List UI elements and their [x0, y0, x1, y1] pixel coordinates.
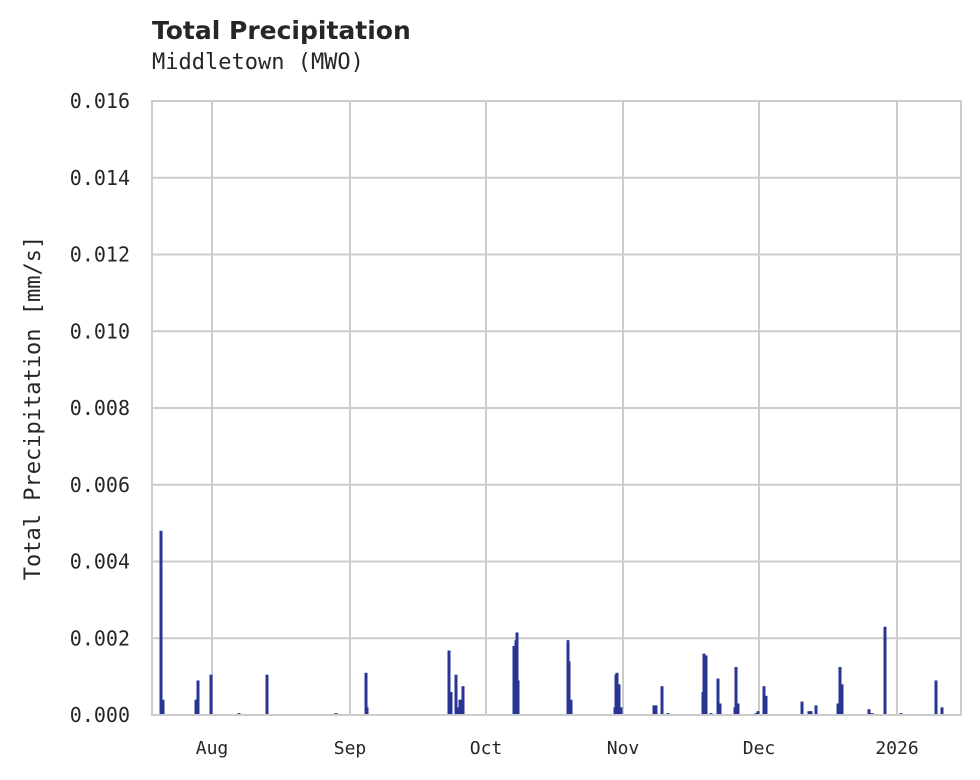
y-tick-label: 0.016	[70, 89, 130, 113]
precip-bar	[940, 707, 944, 715]
precip-bar	[838, 667, 842, 715]
precip-bar	[718, 703, 722, 715]
precip-bar	[458, 699, 462, 715]
precip-bar	[365, 707, 369, 715]
precip-bar	[756, 711, 760, 715]
precip-bar	[734, 667, 738, 715]
precip-bar	[617, 684, 621, 715]
precip-bar	[194, 699, 198, 715]
precip-bar	[934, 680, 938, 715]
y-tick-label: 0.010	[70, 319, 130, 343]
precip-bar	[704, 655, 708, 715]
y-tick-label: 0.002	[70, 626, 130, 650]
chart-subtitle: Middletown (MWO)	[152, 50, 364, 75]
precip-bar	[764, 695, 768, 715]
x-tick-label: Dec	[743, 738, 776, 759]
precip-bar	[652, 705, 656, 715]
y-tick-label: 0.008	[70, 396, 130, 420]
precip-bar	[567, 661, 571, 715]
x-tick-label: Oct	[470, 738, 503, 759]
y-tick-label: 0.004	[70, 550, 130, 574]
precip-bar	[265, 674, 269, 715]
x-tick-label: Aug	[196, 738, 229, 759]
y-tick-label: 0.000	[70, 703, 130, 727]
precip-bar	[449, 691, 453, 715]
precip-bar	[447, 650, 451, 715]
precip-bar	[660, 686, 664, 715]
precip-bar	[654, 705, 658, 715]
precip-bar	[840, 684, 844, 715]
precip-bar	[716, 678, 720, 715]
precip-bar	[209, 674, 213, 715]
precip-bar	[809, 711, 813, 715]
y-tick-label: 0.014	[70, 166, 130, 190]
x-tick-label: 2026	[875, 738, 918, 759]
chart-title: Total Precipitation	[152, 16, 411, 45]
precip-bar	[161, 699, 165, 715]
plot-frame	[151, 100, 962, 716]
precip-bar	[836, 703, 840, 715]
precip-bar	[702, 653, 706, 715]
precipitation-bars	[159, 530, 944, 715]
x-tick-label: Sep	[334, 738, 367, 759]
precip-bar	[619, 707, 623, 715]
precip-bar	[800, 701, 804, 715]
precip-bar	[159, 530, 163, 715]
precip-bar	[615, 672, 619, 715]
precip-bar	[807, 711, 811, 715]
precip-bar	[762, 686, 766, 715]
precip-bar	[456, 707, 460, 715]
precip-bar	[364, 672, 368, 715]
grid-lines	[152, 100, 961, 716]
precip-bar	[454, 674, 458, 715]
y-axis-ticks: 0.000 0.002 0.004 0.006 0.008 0.010 0.012 0.014…	[70, 89, 130, 727]
precip-bar	[515, 632, 519, 715]
precip-bar	[461, 686, 465, 715]
precip-bar	[196, 680, 200, 715]
y-axis-label: Total Precipitation [mm/s]	[21, 236, 46, 580]
precip-bar	[512, 645, 516, 715]
precip-bar	[516, 680, 520, 715]
y-tick-label: 0.006	[70, 473, 130, 497]
precip-bar	[736, 703, 740, 715]
precip-bar	[867, 709, 871, 715]
precip-bar	[883, 626, 887, 715]
precip-bar	[814, 705, 818, 715]
y-tick-label: 0.012	[70, 243, 130, 267]
precip-bar	[569, 699, 573, 715]
x-tick-label: Nov	[607, 738, 640, 759]
x-axis-ticks: Aug Sep Oct Nov Dec 2026	[196, 738, 919, 759]
